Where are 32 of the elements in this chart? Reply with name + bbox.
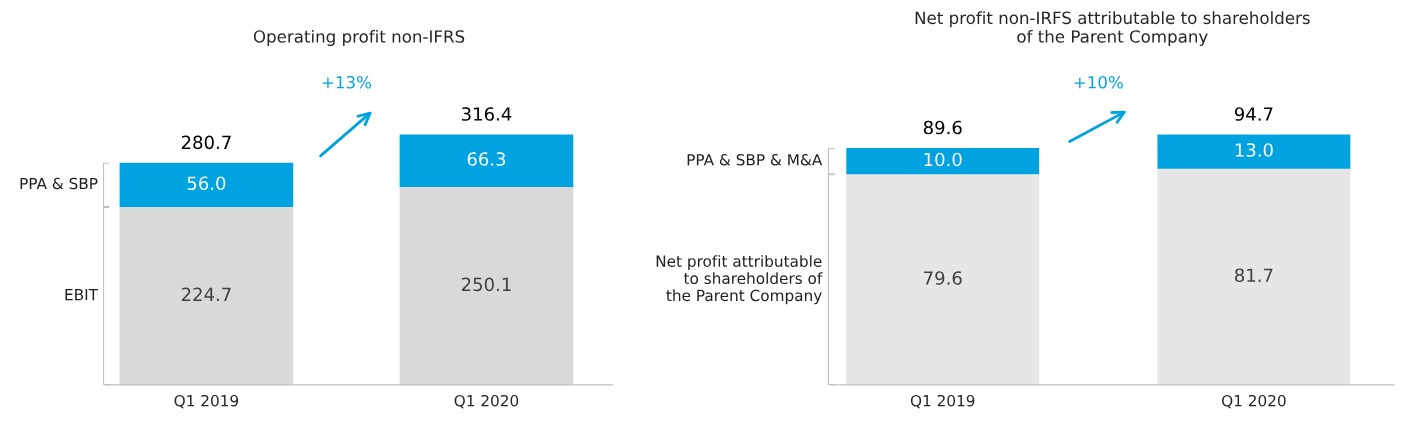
bar [1157,168,1351,385]
x-tick-label: Q1 2019 [174,394,239,409]
bar [846,147,1040,175]
bar [119,207,294,385]
x-tick-label: Q1 2019 [910,394,975,409]
text: +13% [322,75,372,89]
data-label: 79.6 [924,271,962,285]
data-label: 56.0 [187,176,226,191]
bar [399,134,574,187]
bar [846,174,1040,385]
series-label: PPA & SBP [20,177,98,190]
bar [119,162,294,207]
total-label: 94.7 [1234,107,1273,121]
bar [1157,134,1351,169]
data-label: 66.3 [467,152,506,166]
total-label: 89.6 [923,120,962,135]
data-label: 250.1 [461,277,511,292]
bar [399,186,574,385]
x-tick-label: Q1 2020 [454,394,519,409]
total-label: 316.4 [461,107,512,121]
total-label: 280.7 [181,135,231,150]
text: +10% [1074,75,1123,89]
chart-title: Net profit non-IRFS attributable to shareholders of the Parent Company [915,11,1310,47]
data-label: 13.0 [1235,143,1273,157]
series-label: Net profit attributable to shareholders of the Parent Company [656,255,823,305]
series-label: PPA & SBP & M&A [687,153,823,166]
data-label: 81.7 [1235,268,1273,283]
chart-title: Operating profit non-IFRS [253,29,465,47]
data-label: 224.7 [181,287,231,301]
series-label: EBIT [65,289,99,301]
data-label: 10.0 [924,152,962,167]
x-tick-label: Q1 2020 [1222,394,1286,409]
